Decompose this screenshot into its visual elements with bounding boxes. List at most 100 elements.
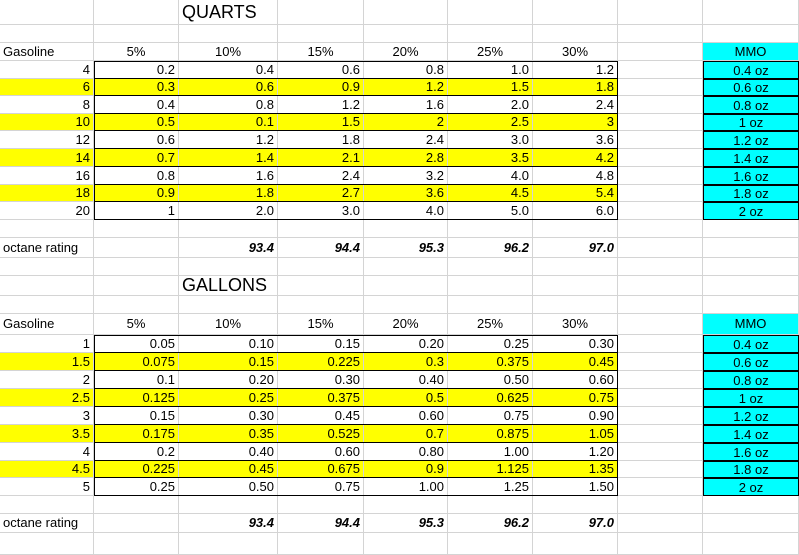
octane-label[interactable]: octane rating <box>0 238 94 258</box>
mmo-cell[interactable]: 1.2 oz <box>703 407 799 425</box>
empty-cell[interactable] <box>533 296 618 314</box>
gasoline-cell[interactable]: 8 <box>0 96 94 114</box>
empty-cell[interactable] <box>618 276 703 296</box>
empty-cell[interactable] <box>0 533 94 555</box>
empty-cell[interactable] <box>278 0 364 25</box>
value-cell[interactable]: 0.50 <box>179 478 278 496</box>
value-cell[interactable]: 4.5 <box>448 185 533 202</box>
empty-cell[interactable] <box>618 167 703 185</box>
value-cell[interactable]: 0.8 <box>364 61 448 79</box>
header-percent[interactable]: 25% <box>448 43 533 61</box>
mmo-cell[interactable]: 1.6 oz <box>703 443 799 461</box>
empty-cell[interactable] <box>94 296 179 314</box>
value-cell[interactable]: 0.75 <box>278 478 364 496</box>
empty-cell[interactable] <box>703 296 799 314</box>
empty-cell[interactable] <box>94 496 179 514</box>
gallons-title[interactable]: GALLONS <box>179 276 278 296</box>
value-cell[interactable]: 5.4 <box>533 185 618 202</box>
empty-cell[interactable] <box>618 533 703 555</box>
octane-value[interactable]: 93.4 <box>179 238 278 258</box>
empty-cell[interactable] <box>364 258 448 276</box>
value-cell[interactable]: 0.2 <box>94 443 179 461</box>
value-cell[interactable]: 0.50 <box>448 371 533 389</box>
empty-cell[interactable] <box>94 276 179 296</box>
value-cell[interactable]: 0.30 <box>533 335 618 353</box>
empty-cell[interactable] <box>94 0 179 25</box>
value-cell[interactable]: 0.125 <box>94 389 179 407</box>
header-percent[interactable]: 30% <box>533 43 618 61</box>
empty-cell[interactable] <box>618 220 703 238</box>
empty-cell[interactable] <box>94 220 179 238</box>
empty-cell[interactable] <box>94 533 179 555</box>
empty-cell[interactable] <box>94 258 179 276</box>
empty-cell[interactable] <box>703 496 799 514</box>
empty-cell[interactable] <box>94 238 179 258</box>
empty-cell[interactable] <box>278 533 364 555</box>
value-cell[interactable]: 0.60 <box>278 443 364 461</box>
gasoline-cell[interactable]: 4.5 <box>0 461 94 478</box>
value-cell[interactable]: 1.4 <box>179 149 278 167</box>
value-cell[interactable]: 5.0 <box>448 202 533 220</box>
gasoline-cell[interactable]: 12 <box>0 131 94 149</box>
empty-cell[interactable] <box>533 276 618 296</box>
header-percent[interactable]: 20% <box>364 43 448 61</box>
value-cell[interactable]: 1.0 <box>448 61 533 79</box>
empty-cell[interactable] <box>703 533 799 555</box>
mmo-cell[interactable]: 1.6 oz <box>703 167 799 185</box>
value-cell[interactable]: 0.225 <box>278 353 364 371</box>
gasoline-cell[interactable]: 14 <box>0 149 94 167</box>
value-cell[interactable]: 1.2 <box>179 131 278 149</box>
empty-cell[interactable] <box>618 314 703 335</box>
mmo-cell[interactable]: 0.8 oz <box>703 371 799 389</box>
empty-cell[interactable] <box>448 533 533 555</box>
value-cell[interactable]: 0.90 <box>533 407 618 425</box>
mmo-cell[interactable]: 0.6 oz <box>703 353 799 371</box>
empty-cell[interactable] <box>278 496 364 514</box>
mmo-cell[interactable]: 0.6 oz <box>703 79 799 96</box>
value-cell[interactable]: 4.8 <box>533 167 618 185</box>
empty-cell[interactable] <box>618 461 703 478</box>
value-cell[interactable]: 1.5 <box>278 114 364 131</box>
empty-cell[interactable] <box>364 296 448 314</box>
empty-cell[interactable] <box>179 296 278 314</box>
value-cell[interactable]: 1.35 <box>533 461 618 478</box>
value-cell[interactable]: 0.375 <box>448 353 533 371</box>
header-percent[interactable]: 15% <box>278 314 364 335</box>
empty-cell[interactable] <box>179 496 278 514</box>
empty-cell[interactable] <box>179 258 278 276</box>
value-cell[interactable]: 0.9 <box>278 79 364 96</box>
mmo-cell[interactable]: 2 oz <box>703 202 799 220</box>
octane-value[interactable]: 96.2 <box>448 238 533 258</box>
value-cell[interactable]: 2.4 <box>533 96 618 114</box>
value-cell[interactable]: 0.7 <box>364 425 448 443</box>
empty-cell[interactable] <box>0 220 94 238</box>
empty-cell[interactable] <box>618 496 703 514</box>
empty-cell[interactable] <box>533 25 618 43</box>
empty-cell[interactable] <box>618 371 703 389</box>
value-cell[interactable]: 0.15 <box>278 335 364 353</box>
value-cell[interactable]: 4.0 <box>364 202 448 220</box>
octane-value[interactable]: 93.4 <box>179 514 278 533</box>
value-cell[interactable]: 2.1 <box>278 149 364 167</box>
value-cell[interactable]: 3.6 <box>533 131 618 149</box>
value-cell[interactable]: 1.00 <box>364 478 448 496</box>
value-cell[interactable]: 0.675 <box>278 461 364 478</box>
header-percent[interactable]: 5% <box>94 43 179 61</box>
value-cell[interactable]: 0.1 <box>179 114 278 131</box>
empty-cell[interactable] <box>618 258 703 276</box>
empty-cell[interactable] <box>278 25 364 43</box>
header-gasoline[interactable]: Gasoline <box>0 314 94 335</box>
mmo-cell[interactable]: 2 oz <box>703 478 799 496</box>
quarts-title[interactable]: QUARTS <box>179 0 278 25</box>
gasoline-cell[interactable]: 5 <box>0 478 94 496</box>
value-cell[interactable]: 0.10 <box>179 335 278 353</box>
value-cell[interactable]: 2.4 <box>278 167 364 185</box>
empty-cell[interactable] <box>618 114 703 131</box>
empty-cell[interactable] <box>618 185 703 202</box>
value-cell[interactable]: 0.45 <box>179 461 278 478</box>
value-cell[interactable]: 0.80 <box>364 443 448 461</box>
value-cell[interactable]: 2 <box>364 114 448 131</box>
value-cell[interactable]: 1 <box>94 202 179 220</box>
value-cell[interactable]: 2.5 <box>448 114 533 131</box>
gasoline-cell[interactable]: 6 <box>0 79 94 96</box>
